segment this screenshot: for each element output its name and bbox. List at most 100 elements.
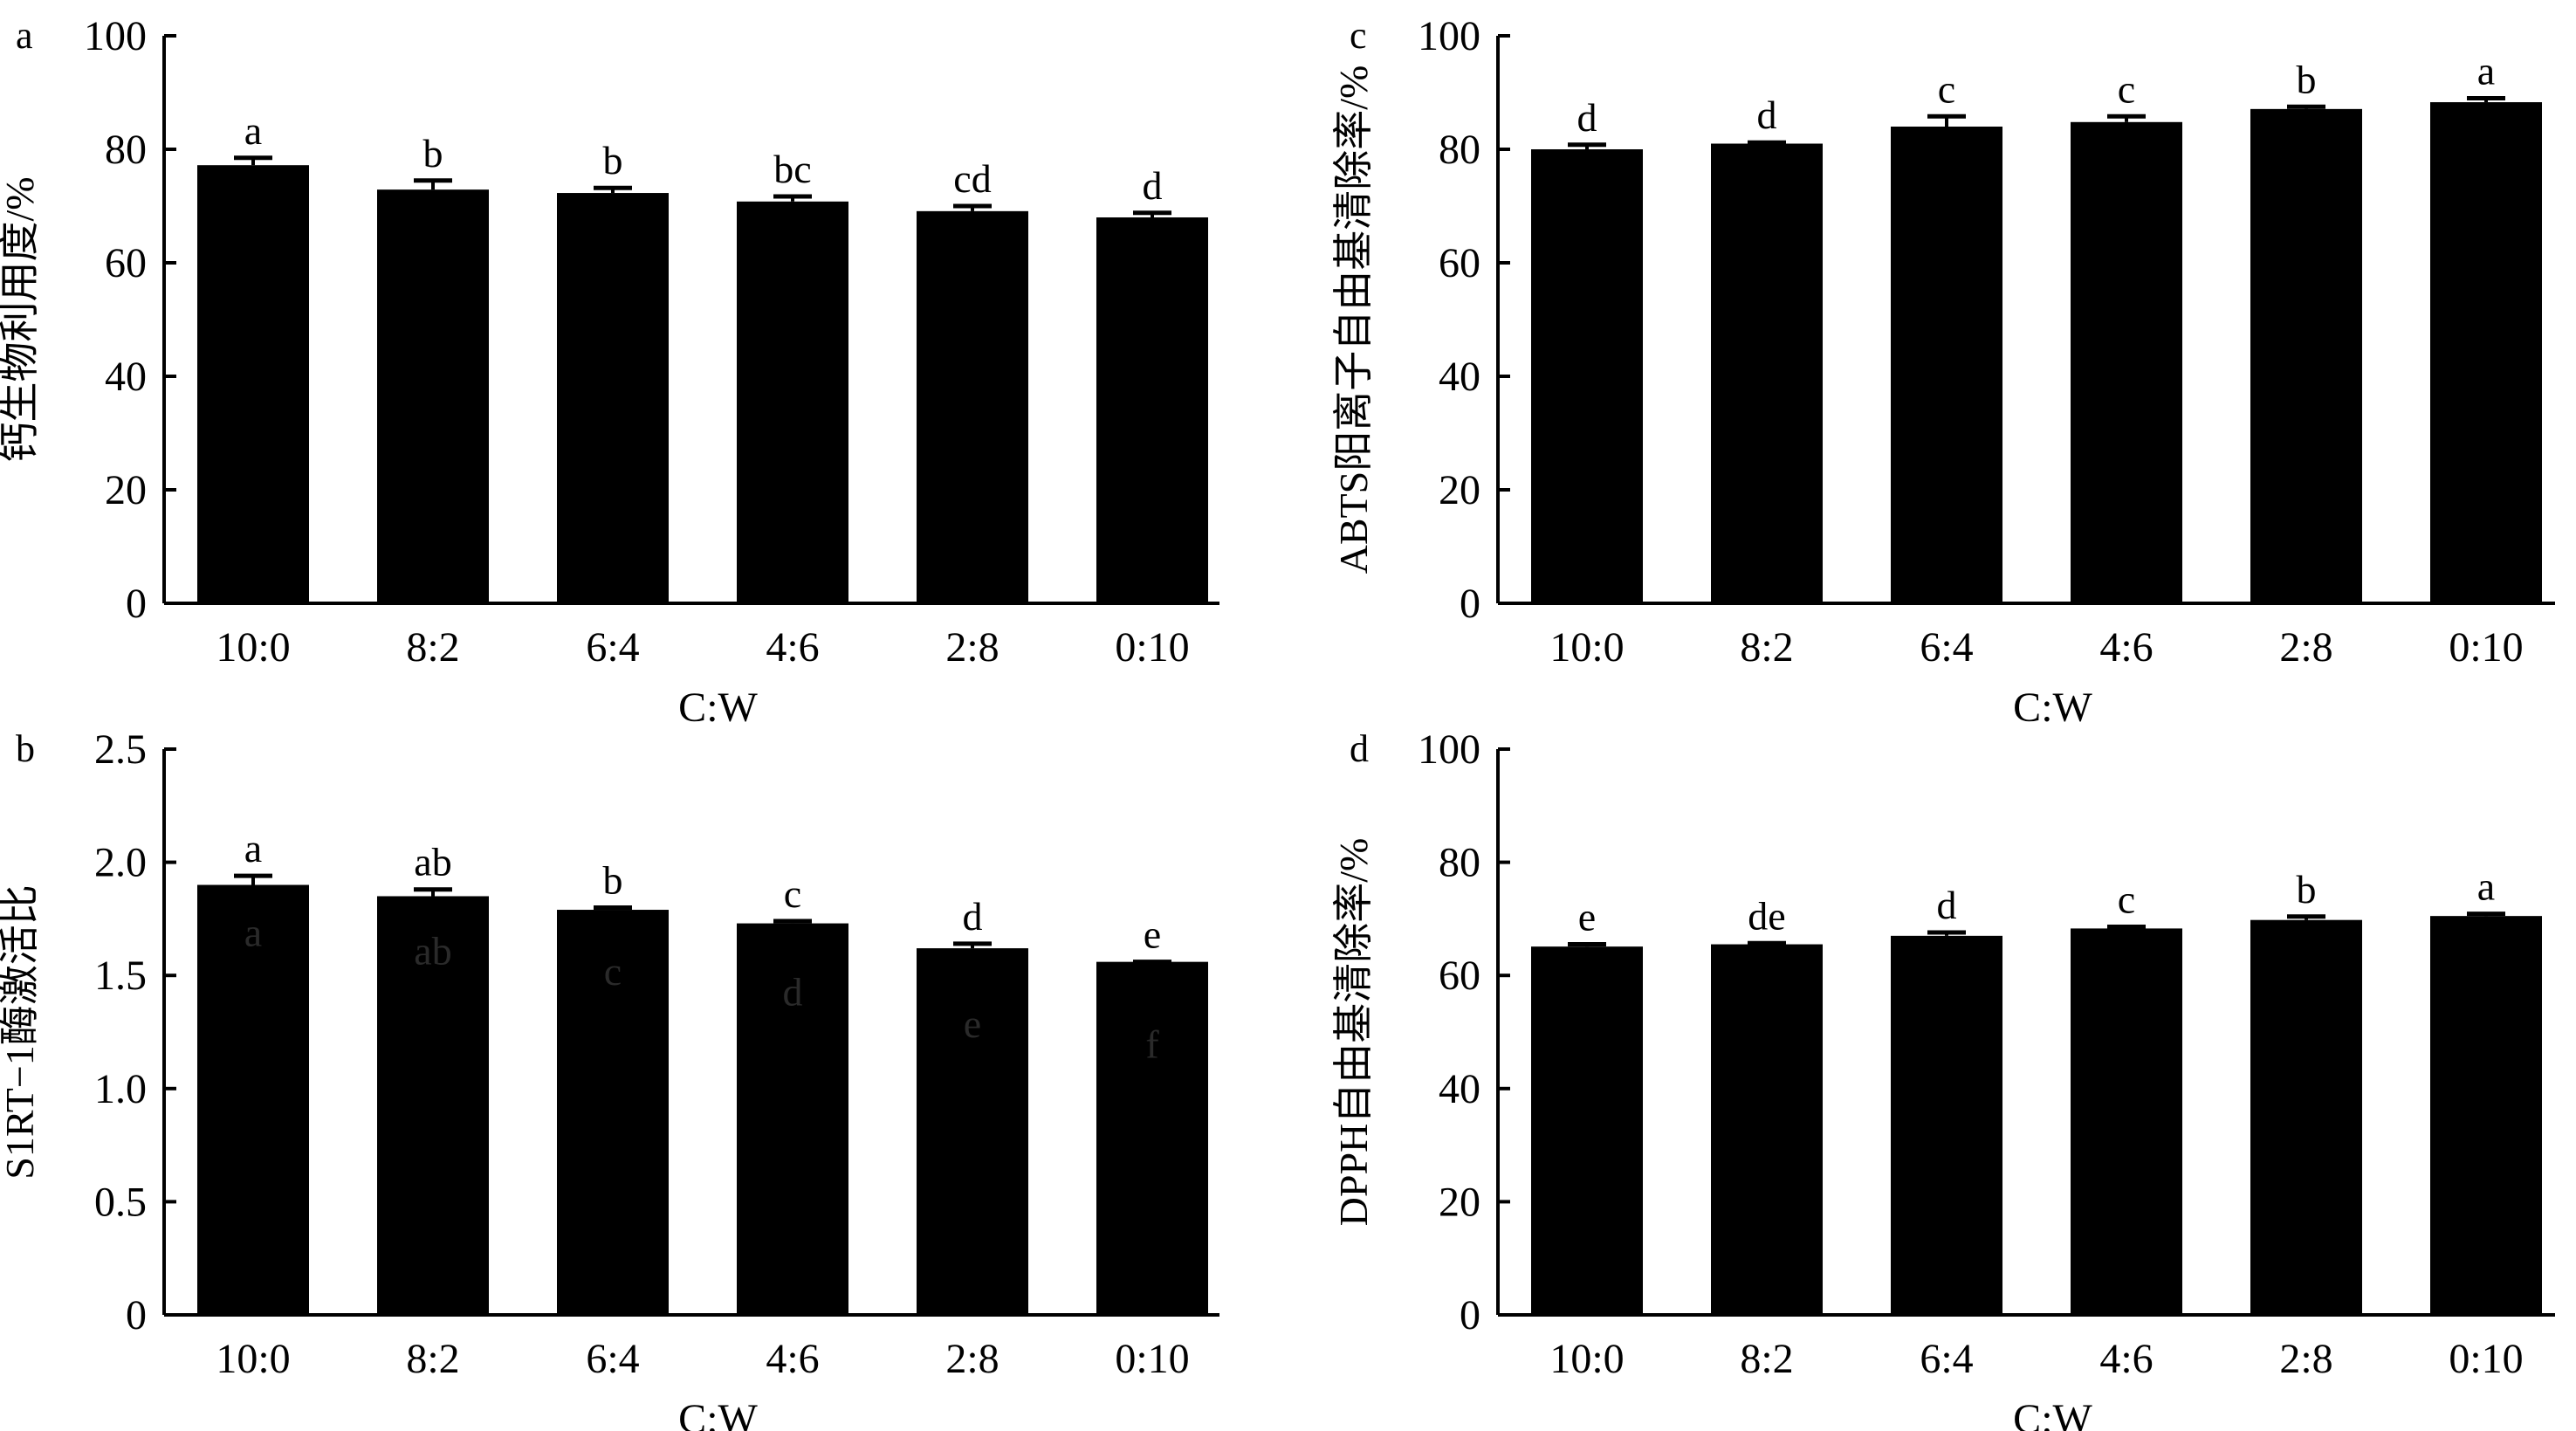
x-tick-label: 0:10 [1115, 624, 1189, 671]
y-tick-label: 40 [1439, 1066, 1480, 1112]
significance-label: de [1748, 893, 1785, 938]
x-tick-label: 8:2 [406, 624, 459, 671]
y-tick-label: 100 [1418, 13, 1480, 59]
x-tick-label: 2:8 [945, 624, 999, 671]
bar-8:2 [377, 896, 489, 1315]
x-tick-label: 6:4 [586, 1336, 639, 1382]
x-axis-label: C:W [678, 1396, 758, 1431]
bar-6:4 [557, 910, 669, 1315]
inner-significance-label: d [783, 970, 803, 1015]
significance-label: a [2477, 49, 2495, 93]
y-tick-label: 1.5 [94, 953, 147, 999]
significance-label: e [1144, 912, 1161, 957]
significance-label: b [603, 138, 623, 182]
bar-0:10 [2430, 102, 2542, 604]
significance-label: cd [953, 156, 991, 201]
y-tick-label: 0 [1460, 1292, 1480, 1338]
y-axis-label: DPPH自由基清除率/% [1331, 838, 1376, 1227]
y-tick-label: 0 [126, 1292, 147, 1338]
significance-label: a [244, 108, 262, 153]
y-tick-label: 80 [105, 127, 147, 173]
x-tick-label: 8:2 [1740, 1336, 1793, 1382]
panel-b: b 0 0.5 1.0 1.5 2.0 2.5 S1RT−1酶激活比 aa 10:0 ab ab 8:2… [0, 726, 1219, 1431]
bar-6:4 [1891, 127, 2002, 603]
inner-significance-label: a [244, 911, 262, 955]
significance-label: c [2118, 66, 2135, 111]
bar-0:10 [2430, 916, 2542, 1315]
panel-label: b [16, 727, 35, 770]
x-tick-label: 6:4 [1920, 1336, 1973, 1382]
panel-a: a 0 20 40 60 80 100 钙生物利用度/% a 10:0 b 8:2 b 6:4 bc 4:6 c… [0, 13, 1219, 731]
significance-label: e [1578, 895, 1596, 939]
y-tick-label: 20 [105, 467, 147, 513]
significance-label: d [1937, 883, 1957, 927]
inner-significance-label: f [1145, 1022, 1159, 1067]
x-tick-label: 10:0 [1549, 1336, 1624, 1382]
x-tick-label: 4:6 [766, 1336, 819, 1382]
inner-significance-label: c [604, 949, 622, 994]
significance-label: ab [414, 840, 451, 884]
x-tick-label: 2:8 [2279, 624, 2332, 671]
significance-label: c [784, 871, 801, 916]
x-axis-label: C:W [2013, 1396, 2092, 1431]
bar-8:2 [377, 189, 489, 603]
bar-4:6 [737, 923, 848, 1315]
y-tick-label: 60 [1439, 953, 1480, 999]
y-tick-label: 2.5 [94, 726, 147, 773]
y-tick-label: 0.5 [94, 1179, 147, 1225]
bar-2:8 [917, 948, 1028, 1315]
x-tick-label: 2:8 [945, 1336, 999, 1382]
x-axis-label: C:W [2013, 685, 2092, 731]
bar-2:8 [917, 210, 1028, 603]
bar-0:10 [1096, 961, 1208, 1315]
bar-2:8 [2250, 919, 2362, 1315]
bar-10:0 [1531, 149, 1643, 603]
x-tick-label: 0:10 [1115, 1336, 1189, 1382]
significance-label: b [603, 857, 623, 902]
y-tick-label: 0 [1460, 581, 1480, 627]
y-tick-label: 100 [84, 13, 147, 59]
x-tick-label: 4:6 [2099, 1336, 2153, 1382]
x-tick-label: 6:4 [586, 624, 639, 671]
x-tick-label: 8:2 [406, 1336, 459, 1382]
bar-8:2 [1711, 143, 1823, 603]
y-tick-label: 1.0 [94, 1066, 147, 1112]
bar-6:4 [557, 193, 669, 604]
y-tick-label: 20 [1439, 467, 1480, 513]
significance-label: b [2297, 867, 2317, 912]
y-tick-label: 100 [1418, 726, 1480, 773]
y-tick-label: 0 [126, 581, 147, 627]
y-tick-label: 2.0 [94, 840, 147, 886]
bar-2:8 [2250, 108, 2362, 604]
y-axis-label: 钙生物利用度/% [0, 176, 42, 462]
panel-label: c [1350, 14, 1367, 57]
bar-8:2 [1711, 944, 1823, 1315]
y-axis-label: ABTS阳离子自由基清除率/% [1331, 65, 1376, 574]
bar-10:0 [1531, 946, 1643, 1315]
bar-4:6 [2071, 121, 2182, 604]
bar-0:10 [1096, 217, 1208, 603]
x-tick-label: 10:0 [1549, 624, 1624, 671]
x-tick-label: 10:0 [216, 1336, 290, 1382]
bar-4:6 [2071, 928, 2182, 1315]
y-tick-label: 60 [1439, 240, 1480, 286]
x-tick-label: 6:4 [1920, 624, 1973, 671]
bar-10:0 [197, 165, 309, 603]
bar-10:0 [197, 884, 309, 1315]
x-axis-label: C:W [678, 685, 758, 731]
inner-significance-label: e [964, 1001, 981, 1046]
x-tick-label: 10:0 [216, 624, 290, 671]
significance-label: d [1757, 93, 1777, 137]
significance-label: c [1938, 66, 1955, 111]
significance-label: d [1143, 163, 1163, 208]
x-tick-label: 4:6 [766, 624, 819, 671]
significance-label: bc [773, 147, 811, 191]
significance-label: c [2118, 877, 2135, 921]
y-tick-label: 80 [1439, 840, 1480, 886]
x-tick-label: 8:2 [1740, 624, 1793, 671]
significance-label: b [2297, 57, 2317, 101]
y-tick-label: 80 [1439, 127, 1480, 173]
y-tick-label: 40 [1439, 354, 1480, 400]
x-tick-label: 4:6 [2099, 624, 2153, 671]
